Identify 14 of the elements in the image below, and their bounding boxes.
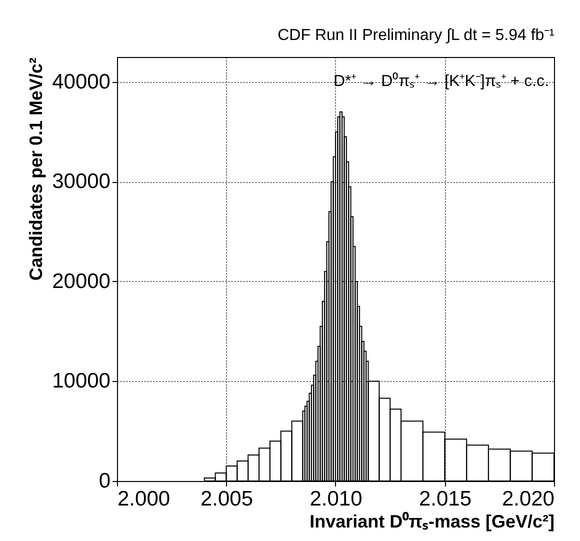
x-tick-label: 2.005 [200, 488, 254, 510]
annotation: D*⁺ → D⁰πₛ⁺ → [K⁺K⁻]πₛ⁺ + c.c. [333, 72, 549, 90]
x-tick-label: 2.020 [502, 488, 554, 510]
y-tick-label: 10000 [52, 370, 110, 393]
y-tick-label: 0 [98, 470, 110, 492]
x-tick-label: 2.010 [310, 488, 362, 510]
chart-title: CDF Run II Preliminary ∫L dt = 5.94 fb⁻¹ [278, 27, 554, 44]
x-axis-title: Invariant D⁰πₛ-mass [GeV/c²] [310, 512, 554, 532]
y-tick-label: 40000 [52, 70, 110, 94]
y-axis-title: Candidates per 0.1 MeV/c² [26, 57, 46, 281]
x-tick-label: 2.000 [118, 488, 170, 510]
y-tick-label: 20000 [52, 270, 110, 293]
y-tick-label: 30000 [52, 170, 110, 194]
x-tick-label: 2.015 [418, 488, 472, 510]
